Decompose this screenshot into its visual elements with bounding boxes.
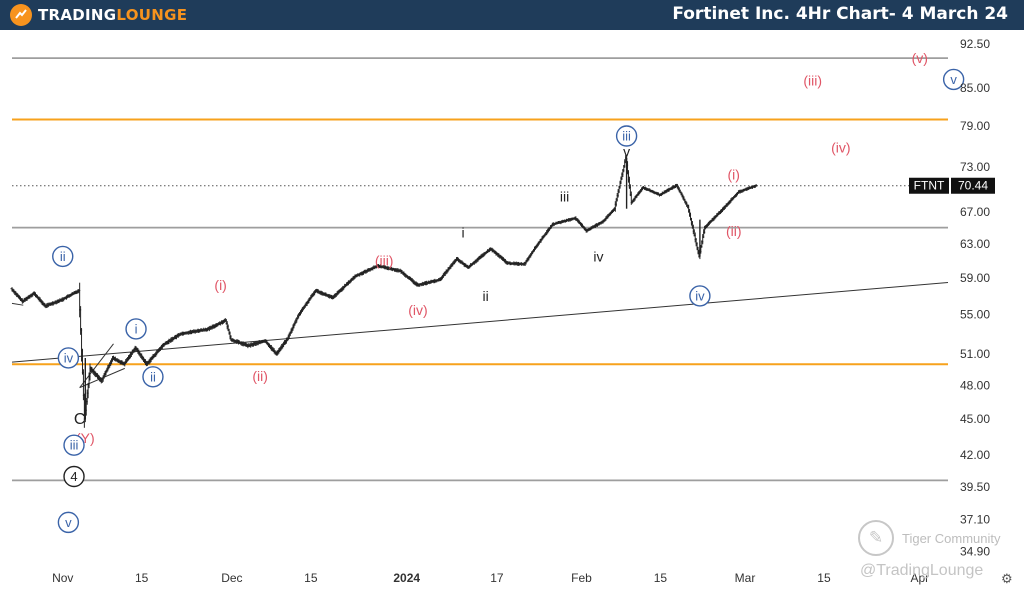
chart-title: Fortinet Inc. 4Hr Chart- 4 March 24 [672, 4, 1008, 24]
header-bar: TRADINGLOUNGE Fortinet Inc. 4Hr Chart- 4… [0, 0, 1024, 30]
wave-label: iii [70, 438, 79, 453]
y-tick-label: 59.00 [960, 271, 990, 285]
x-tick-label: Feb [571, 571, 592, 585]
wave-label: C [74, 411, 86, 428]
wave-label: (v) [912, 50, 928, 66]
gear-icon[interactable]: ⚙ [1001, 571, 1013, 586]
ticker-badge [909, 177, 949, 194]
y-tick-label: 85.00 [960, 81, 990, 95]
y-tick-label: 63.00 [960, 237, 990, 251]
wave-label: i [135, 321, 138, 336]
x-tick-label: 15 [304, 571, 318, 585]
ticker-label: FTNT [914, 179, 945, 193]
wave-label: ii [60, 249, 66, 264]
wave-label-ring [615, 125, 638, 147]
y-tick-label: 92.50 [960, 37, 990, 51]
wave-label-ring [142, 366, 164, 388]
wave-label: iv [695, 288, 705, 303]
y-tick-label: 45.00 [960, 412, 990, 426]
tradinglounge-logo: TRADINGLOUNGE [10, 3, 187, 27]
y-tick-label: 34.90 [960, 544, 990, 558]
wave-label: (iii) [803, 73, 822, 89]
trendline [11, 281, 949, 363]
wave-label-ring [57, 347, 80, 369]
tiger-community-icon: ✎ [858, 520, 894, 556]
tiger-community-label: Tiger Community [902, 530, 1001, 546]
wave-label: (ii) [252, 368, 268, 384]
x-tick-label: Nov [52, 571, 73, 585]
last-price-label: 70.44 [958, 179, 988, 193]
tradinglounge-handle: @TradingLounge [860, 562, 984, 579]
wave-label: v [950, 72, 957, 87]
logo-text: TRADINGLOUNGE [38, 6, 188, 24]
grid-layer [11, 57, 949, 482]
wave-label-ring [52, 245, 74, 268]
y-tick-label: 42.00 [960, 448, 990, 462]
tiger-community-watermark: ✎ Tiger Community [858, 520, 1000, 556]
y-tick-label: 48.00 [960, 378, 990, 392]
y-tick-label: 79.00 [960, 119, 990, 133]
wave-label-ring [57, 511, 80, 534]
logo-icon [10, 4, 32, 26]
wave-label: v [623, 144, 630, 160]
wave-label: ii [150, 369, 156, 384]
wave-label: iv [64, 350, 74, 365]
wave-label-ring [942, 68, 965, 91]
x-tick-label: 15 [135, 571, 149, 585]
wave-label: iii [622, 129, 631, 144]
wave-label-ring [689, 285, 711, 307]
x-tick-label: 15 [654, 571, 668, 585]
price-series [10, 154, 758, 428]
wave-label: (iii) [375, 253, 394, 269]
x-tick-label: 2024 [393, 571, 420, 585]
wave-label-ring [63, 434, 85, 456]
y-tick-label: 67.00 [960, 205, 990, 219]
wave-label-ring [63, 465, 85, 488]
wave-labels: (v)(iii) v(iv)iiiv(i)iii(ii)iiviv(iii)ii(… [52, 50, 965, 534]
y-tick-label: 73.00 [960, 160, 990, 174]
last-price-badge [951, 177, 995, 194]
wave-label: i [462, 224, 465, 240]
y-tick-label: 55.00 [960, 308, 990, 322]
axes-layer: 92.50 85.00 79.00 73.00 67.00 63.00 59.00 55.00… [52, 37, 995, 585]
wave-label: iii [560, 188, 569, 204]
wave-label: 4 [70, 469, 77, 484]
wave-label-ring [125, 318, 147, 340]
x-tick-label: Dec [221, 571, 242, 585]
wave-label: (i) [728, 166, 740, 182]
x-tick-label: 17 [490, 571, 504, 585]
wave-label: v [65, 515, 72, 530]
wave-label: ii [483, 288, 489, 304]
wave-label: (iv) [831, 140, 850, 156]
x-tick-label: 15 [817, 571, 831, 585]
y-tick-label: 51.00 [960, 347, 990, 361]
x-tick-label: Mar [735, 571, 756, 585]
y-tick-label: 37.10 [960, 513, 990, 527]
y-tick-label: 39.50 [960, 480, 990, 494]
wave-label: (iv) [408, 302, 427, 318]
wave-label: iv [593, 248, 603, 264]
x-tick-label: Apr [910, 571, 929, 585]
wave-label: (ii) [726, 223, 742, 239]
trendline [11, 302, 24, 306]
wave-label: (i) [214, 277, 226, 293]
